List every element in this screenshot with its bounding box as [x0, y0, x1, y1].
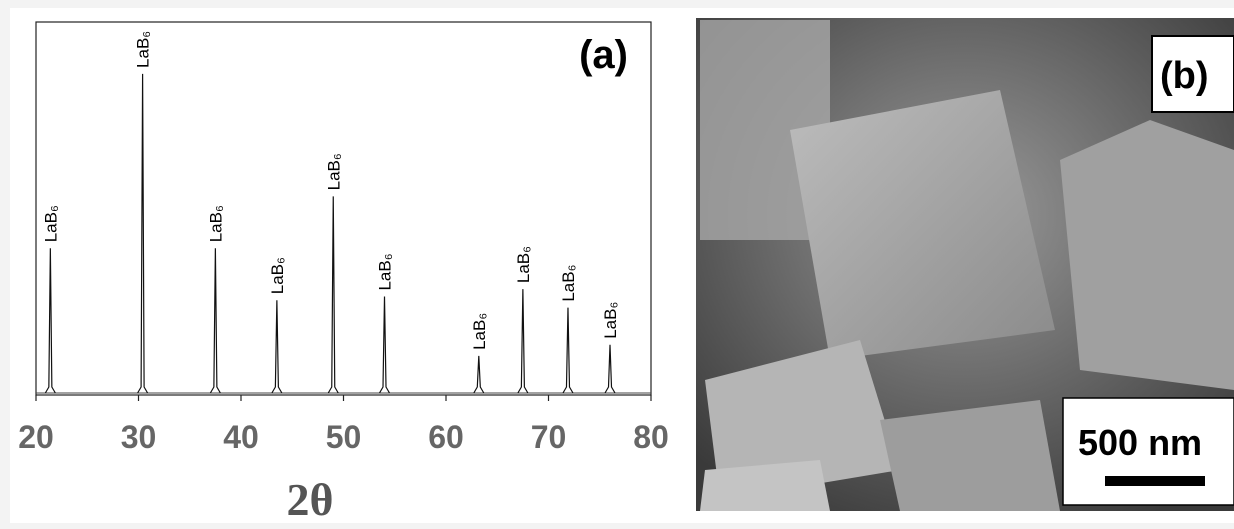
sem-image: (b) 500 nm [696, 18, 1234, 511]
sem-particle [790, 90, 1055, 360]
x-tick-label: 80 [633, 419, 669, 455]
sem-particle [1060, 120, 1234, 390]
peak [137, 73, 149, 394]
peak-label: LaB₆ [134, 31, 153, 68]
x-tick-label: 40 [223, 419, 259, 455]
sem-particle [880, 400, 1060, 511]
panel-label-box [1151, 35, 1234, 113]
peak-label: LaB₆ [206, 205, 225, 242]
peak [209, 248, 221, 394]
peak [378, 296, 391, 394]
panel-label: (a) [579, 33, 628, 77]
x-tick-label: 50 [326, 419, 362, 455]
peak-label: LaB₆ [376, 253, 395, 290]
peak-label: LaB₆ [514, 246, 533, 283]
x-tick-label: 70 [531, 419, 567, 455]
peak-label: LaB₆ [559, 265, 578, 302]
peak [604, 344, 616, 394]
scale-bar-label: 500 nm [1078, 422, 1202, 463]
scale-bar-box [1062, 397, 1234, 506]
peak [517, 289, 529, 394]
peak [562, 307, 574, 394]
peak [271, 300, 283, 394]
x-tick-label: 30 [121, 419, 157, 455]
peak-label: LaB₆ [601, 302, 620, 339]
peak-label: LaB₆ [268, 257, 287, 294]
peak-label: LaB₆ [470, 313, 489, 350]
plot-frame [35, 21, 652, 396]
peak [44, 248, 56, 394]
panel-label: (b) [1160, 55, 1209, 97]
peak [473, 355, 485, 394]
peak [327, 196, 339, 394]
sem-particle [700, 460, 830, 511]
sem-particle [705, 340, 900, 500]
x-tick-label: 60 [428, 419, 464, 455]
peak-label: LaB₆ [324, 153, 343, 190]
x-tick-label: 20 [18, 419, 54, 455]
x-axis-label: 2θ [286, 474, 333, 525]
scale-bar [1105, 476, 1205, 486]
peak-label: LaB₆ [41, 205, 60, 242]
